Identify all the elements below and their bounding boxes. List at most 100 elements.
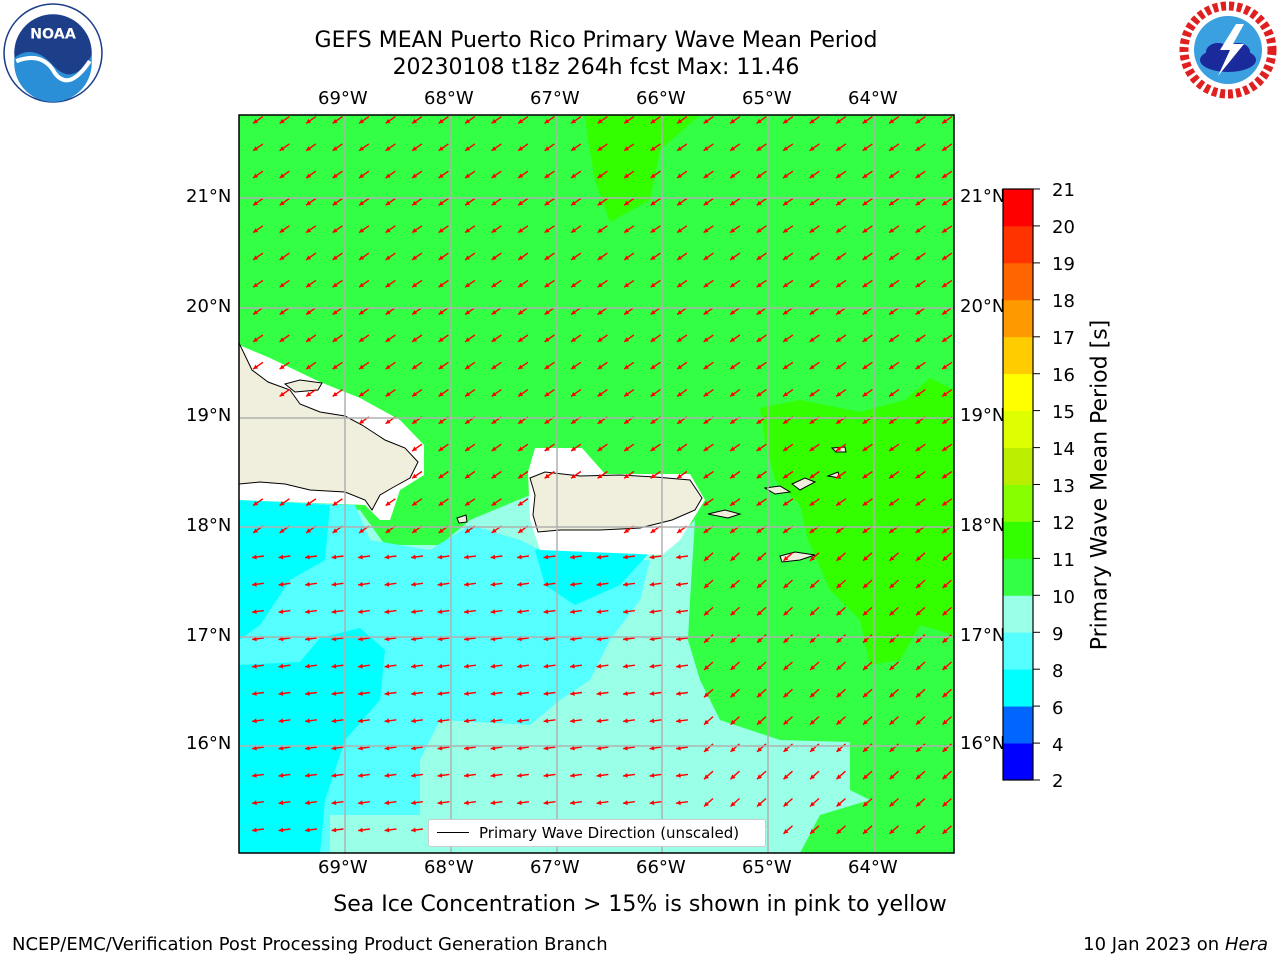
colorbar-segment: [1003, 410, 1033, 448]
wave-arrow-head: [757, 801, 762, 807]
colorbar-tick-2: 2: [1052, 771, 1064, 792]
wave-arrow-head: [915, 364, 921, 370]
wave-arrow-head: [703, 364, 709, 370]
wave-arrow-head: [331, 691, 337, 696]
wave-arrow-head: [491, 173, 497, 178]
wave-arrow-head: [756, 337, 762, 342]
wave-arrow-head: [624, 200, 630, 206]
wave-arrow-head: [783, 719, 789, 725]
wave-arrow-head: [491, 282, 497, 288]
colorbar-tick-8: 8: [1052, 661, 1064, 682]
wave-arrow-head: [677, 364, 683, 370]
wave-arrow-head: [331, 745, 337, 751]
wave-arrow-head: [836, 610, 842, 616]
wave-arrow-head: [279, 173, 285, 178]
wave-arrow-head: [411, 773, 416, 778]
wave-arrow-head: [730, 419, 736, 424]
wave-arrow-head: [809, 282, 815, 288]
wave-arrow-head: [862, 419, 868, 424]
wave-arrow-head: [649, 691, 655, 696]
wave-arrow-head: [730, 583, 736, 589]
wave-arrow-head: [491, 228, 497, 233]
wave-arrow-head: [809, 146, 815, 151]
colorbar-segment: [1003, 447, 1033, 485]
wave-arrow-head: [332, 391, 338, 397]
wave-arrow-head: [889, 556, 895, 561]
wave-arrow-head: [624, 419, 630, 424]
colorbar-segment: [1003, 632, 1033, 670]
colorbar-segment: [1003, 189, 1033, 227]
wave-arrow-head: [623, 609, 628, 614]
wave-arrow-head: [544, 255, 550, 260]
wave-arrow-head: [491, 200, 497, 206]
wave-arrow-head: [730, 364, 736, 370]
wave-arrow-head: [916, 583, 921, 589]
wave-arrow-head: [306, 282, 312, 288]
wave-arrow-head: [915, 173, 921, 178]
wave-arrow-head: [730, 228, 736, 233]
wave-arrow-head: [889, 747, 895, 752]
wave-arrow-head: [464, 554, 469, 560]
wave-arrow-head: [359, 228, 365, 233]
wave-arrow-head: [597, 473, 603, 479]
wave-arrow-head: [490, 663, 496, 669]
wave-arrow-head: [596, 663, 602, 669]
wave-arrow-head: [862, 173, 868, 178]
wave-arrow-head: [306, 118, 312, 124]
wave-arrow-head: [703, 473, 709, 479]
wave-arrow-head: [438, 446, 444, 451]
wave-arrow-head: [570, 718, 575, 724]
wave-arrow-head: [544, 282, 550, 288]
wave-arrow-head: [306, 200, 312, 206]
wave-arrow-head: [279, 200, 285, 206]
wave-arrow-head: [490, 718, 496, 724]
wave-arrow-head: [783, 665, 789, 670]
wave-arrow-head: [358, 745, 363, 751]
wave-arrow-head: [597, 228, 603, 233]
wave-arrow-head: [571, 391, 577, 397]
wave-arrow-head: [677, 255, 683, 260]
wave-arrow-head: [278, 691, 284, 696]
wave-arrow-head: [915, 200, 921, 206]
wave-arrow-head: [491, 310, 497, 315]
wave-arrow-head: [916, 774, 921, 780]
wave-arrow-head: [491, 337, 497, 342]
wave-arrow-head: [783, 364, 789, 370]
wave-arrow-head: [862, 146, 868, 151]
wave-arrow-head: [384, 827, 390, 833]
wave-arrow-head: [570, 609, 575, 614]
wave-arrow-head: [756, 473, 762, 479]
wave-arrow-head: [437, 773, 443, 778]
wave-arrow-head: [465, 118, 471, 124]
wave-arrow-head: [332, 310, 338, 315]
wave-arrow-head: [412, 446, 418, 451]
wave-arrow-head: [836, 692, 842, 698]
wave-arrow-head: [889, 337, 895, 342]
colorbar: [1003, 188, 1040, 781]
wave-arrow-head: [385, 391, 391, 397]
wave-arrow-head: [359, 528, 365, 533]
wave-arrow-head: [783, 337, 789, 342]
wave-arrow-head: [518, 310, 524, 315]
wave-arrow-head: [359, 282, 365, 288]
wave-arrow-head: [465, 473, 471, 479]
wave-arrow-head: [332, 282, 338, 288]
wave-arrow-head: [570, 800, 575, 806]
wave-arrow-head: [809, 337, 815, 342]
wave-arrow-head: [757, 692, 762, 698]
wave-arrow-head: [332, 501, 338, 506]
footer-date: 10 Jan 2023 on Hera: [1083, 934, 1268, 955]
lon-label-bottom-64w: 64°W: [848, 857, 898, 878]
wave-arrow-head: [730, 282, 736, 288]
noaa-logo: NOAA: [3, 3, 103, 103]
wave-arrow-head: [623, 745, 628, 751]
wave-arrow-head: [359, 146, 365, 151]
colorbar-tick-17: 17: [1052, 328, 1075, 349]
wave-arrow-head: [624, 173, 630, 178]
wave-arrow-head: [836, 528, 842, 533]
wave-arrow-head: [809, 310, 815, 315]
wave-arrow-head: [862, 501, 868, 506]
lat-label-left-17n: 17°N: [186, 625, 232, 646]
wave-arrow-head: [437, 554, 443, 560]
